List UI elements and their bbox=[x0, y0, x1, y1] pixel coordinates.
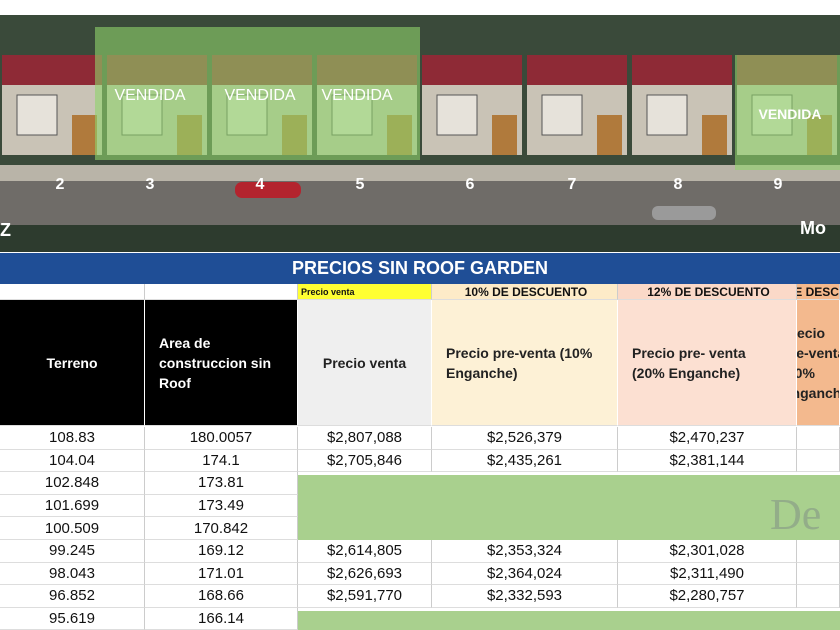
lot-number: 7 bbox=[568, 176, 577, 193]
table-cell bbox=[797, 427, 840, 450]
table-cell: $2,591,770 bbox=[298, 585, 432, 608]
table-cell bbox=[797, 562, 840, 586]
roof bbox=[422, 55, 522, 85]
table-cell: $2,332,593 bbox=[432, 585, 618, 608]
car bbox=[652, 206, 716, 220]
group-header: 10% DE DESCUENTO bbox=[432, 284, 618, 300]
table-cell: $2,353,324 bbox=[432, 540, 618, 563]
table-cell: 96.852 bbox=[0, 585, 145, 608]
table-cell: 100.509 bbox=[0, 517, 145, 540]
group-header: Precio venta bbox=[298, 284, 432, 300]
table-cell: $2,280,757 bbox=[618, 585, 797, 608]
roof bbox=[632, 55, 732, 85]
room bbox=[436, 94, 478, 136]
column-header: Terreno bbox=[0, 300, 145, 426]
sold-overlay bbox=[735, 55, 840, 170]
table-cell: 173.81 bbox=[145, 472, 298, 495]
table-cell: 108.83 bbox=[0, 427, 145, 450]
table-cell: 101.699 bbox=[0, 494, 145, 518]
table-cell: 180.0057 bbox=[145, 427, 298, 450]
lot-number: 5 bbox=[356, 176, 365, 193]
price-table: Precio venta 10% DE DESCUENTO 12% DE DESCU… bbox=[0, 284, 840, 630]
lot-number: 3 bbox=[146, 176, 155, 193]
table-cell: 171.01 bbox=[145, 562, 298, 586]
table-cell: $2,526,379 bbox=[432, 427, 618, 450]
lot-number: 6 bbox=[466, 176, 475, 193]
column-header: Precio pre-venta (10% Enganche) bbox=[432, 300, 618, 426]
table-cell: $2,614,805 bbox=[298, 540, 432, 563]
table-cell: 166.14 bbox=[145, 607, 298, 630]
column-header: Precio pre-venta (30% Enganche) bbox=[797, 300, 840, 426]
roof bbox=[2, 55, 102, 85]
room bbox=[541, 94, 583, 136]
table-cell: 174.1 bbox=[145, 449, 298, 473]
patio bbox=[492, 115, 517, 155]
patio bbox=[597, 115, 622, 155]
sold-label: VENDIDA bbox=[758, 106, 821, 122]
table-cell: $2,470,237 bbox=[618, 427, 797, 450]
sidewalk bbox=[0, 165, 840, 181]
table-cell: $2,364,024 bbox=[432, 562, 618, 586]
table-cell: $2,435,261 bbox=[432, 449, 618, 473]
sold-band bbox=[298, 475, 840, 540]
room bbox=[646, 94, 688, 136]
sold-label: VENDIDA bbox=[114, 87, 185, 104]
group-header: 12% DE DESCUENTO bbox=[618, 284, 797, 300]
table-cell: $2,705,846 bbox=[298, 449, 432, 473]
table-cell: $2,301,028 bbox=[618, 540, 797, 563]
lot-number: 9 bbox=[774, 176, 783, 193]
table-cell: 102.848 bbox=[0, 472, 145, 495]
table-cell: $2,381,144 bbox=[618, 449, 797, 473]
sold-overlay bbox=[95, 27, 205, 160]
sold-label: VENDIDA bbox=[224, 87, 295, 104]
column-header: Precio venta bbox=[298, 300, 432, 426]
table-cell: 173.49 bbox=[145, 494, 298, 518]
lot-number: 8 bbox=[674, 176, 683, 193]
room bbox=[16, 94, 58, 136]
table-title: PRECIOS SIN ROOF GARDEN bbox=[0, 253, 840, 284]
patio bbox=[72, 115, 97, 155]
sold-band bbox=[298, 610, 840, 630]
column-header: Precio pre- venta (20% Enganche) bbox=[618, 300, 797, 426]
table-cell: 169.12 bbox=[145, 540, 298, 563]
table-cell bbox=[797, 449, 840, 473]
table-cell: 99.245 bbox=[0, 540, 145, 563]
car bbox=[235, 182, 301, 198]
table-cell: 98.043 bbox=[0, 562, 145, 586]
lot-number: 4 bbox=[256, 176, 265, 193]
table-cell: 95.619 bbox=[0, 607, 145, 630]
sold-overlay bbox=[205, 27, 310, 160]
table-cell: $2,311,490 bbox=[618, 562, 797, 586]
sold-label: VENDIDA bbox=[321, 87, 392, 104]
table-cell: 168.66 bbox=[145, 585, 298, 608]
table-cell bbox=[797, 540, 840, 563]
street-label: Mo bbox=[800, 218, 826, 238]
verge bbox=[0, 225, 840, 252]
lot-number: 2 bbox=[56, 176, 65, 193]
group-header: 15% DE DESCUENTO bbox=[797, 284, 840, 300]
table-cell: 104.04 bbox=[0, 449, 145, 473]
sold-overlay bbox=[310, 27, 420, 160]
table-cell: 170.842 bbox=[145, 517, 298, 540]
watermark: De bbox=[770, 489, 822, 539]
roof bbox=[527, 55, 627, 85]
site-plan: 2 3 4 5 6 7 8 9 VENDIDA VENDIDA VENDIDA VENDIDA Z Mo bbox=[0, 15, 840, 252]
blank-cell bbox=[0, 284, 145, 300]
table-cell: $2,807,088 bbox=[298, 427, 432, 450]
table-cell bbox=[797, 585, 840, 608]
table-cell: $2,626,693 bbox=[298, 562, 432, 586]
street-label: Z bbox=[0, 220, 11, 240]
patio bbox=[702, 115, 727, 155]
column-header: Area de construccion sin Roof bbox=[145, 300, 298, 426]
blank-cell bbox=[145, 284, 298, 300]
